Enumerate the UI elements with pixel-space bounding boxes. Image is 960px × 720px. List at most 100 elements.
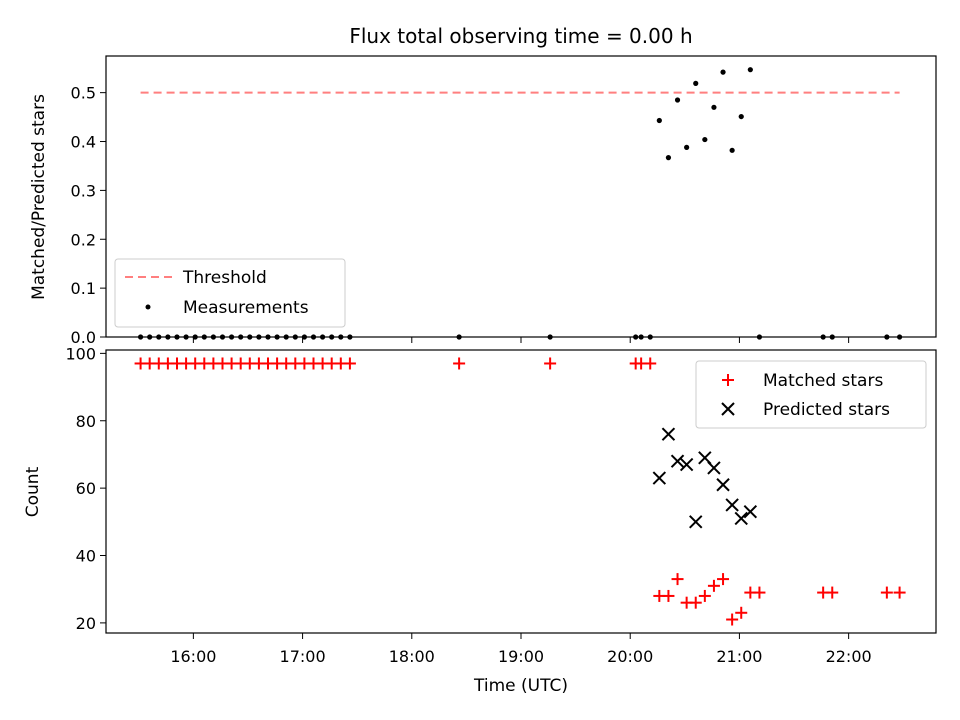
top-y-tick-label: 0.1 [71, 279, 96, 298]
measurement-point [884, 334, 890, 340]
measurement-point [283, 334, 289, 340]
measurement-point [702, 136, 708, 143]
measurement-point [720, 69, 726, 75]
bottom-legend: Matched stars Predicted stars [695, 360, 927, 429]
measurement-point [265, 334, 271, 340]
matched-stars-point [644, 357, 657, 370]
measurement-point [820, 334, 826, 340]
bottom-y-axis-label: Count [23, 466, 43, 517]
x-tick-label: 21:00 [716, 647, 762, 666]
matched-stars-point [698, 589, 711, 602]
measurement-point [665, 155, 672, 161]
predicted-stars-point [716, 478, 730, 492]
measurement-point [228, 334, 235, 340]
measurement-point [165, 334, 171, 340]
measurement-point [693, 80, 699, 86]
measurement-point [756, 334, 763, 340]
predicted-stars-point [707, 461, 721, 475]
measurement-point [547, 334, 553, 340]
measurement-point [347, 334, 353, 340]
top-y-tick-label: 0.2 [71, 230, 96, 249]
measurement-point [829, 334, 835, 340]
predicted-stars-point [661, 427, 676, 441]
top-legend-frame [114, 258, 346, 328]
measurement-point [292, 334, 298, 340]
matched-stars-point [707, 579, 720, 592]
top-y-tick-label: 0.3 [71, 181, 96, 200]
matched-stars-point [717, 573, 730, 586]
predicted-stars-point [734, 511, 748, 526]
x-tick-label: 22:00 [826, 647, 872, 666]
measurement-point [310, 334, 317, 340]
measurement-point [320, 334, 326, 340]
predicted-stars-point [679, 457, 694, 472]
matched-legend-label: Matched stars [763, 371, 883, 391]
bottom-y-tick-label: 80 [76, 412, 96, 431]
measurement-point [210, 334, 216, 340]
measurement-point [456, 334, 462, 340]
measurement-point [192, 334, 198, 340]
top-y-tick-label: 0.0 [71, 328, 96, 347]
measurement-point [183, 334, 189, 340]
predicted-stars-point [743, 505, 758, 519]
predicted-stars-point [725, 498, 739, 512]
matched-stars-point [453, 357, 466, 370]
measurement-point [638, 334, 644, 340]
measurement-point [674, 97, 681, 103]
chart-title: Flux total observing time = 0.00 h [349, 24, 692, 48]
matched-stars-point [826, 586, 839, 599]
measurement-point [174, 334, 180, 340]
measurement-point [647, 334, 653, 340]
predicted-stars-point [689, 515, 703, 529]
bottom-legend-frame [695, 360, 927, 429]
x-tick-label: 18:00 [389, 647, 435, 666]
x-tick-label: 17:00 [280, 647, 326, 666]
measurement-point [747, 67, 753, 73]
measurement-point [301, 334, 307, 340]
predicted-legend-marker [721, 402, 735, 416]
top-panel: 0.0 0.1 0.2 0.3 0.4 0.5 Matched/Predicted sta… [29, 55, 937, 347]
predicted-stars-point [670, 454, 685, 468]
predicted-stars-point [652, 471, 667, 485]
matched-stars-point [662, 589, 675, 602]
bottom-y-tick-label: 20 [76, 614, 96, 633]
x-tick-label: 19:00 [498, 647, 544, 666]
bottom-panel: 20 40 60 80 100 16:00 17:00 18:00 19:00 20:00 21:… [23, 344, 937, 696]
x-tick-label: 20:00 [607, 647, 653, 666]
x-tick-label: 16:00 [170, 647, 216, 666]
measurement-point [729, 147, 735, 153]
top-legend: Threshold Measurements [114, 258, 346, 328]
measurement-point [137, 334, 144, 340]
measurement-point [238, 334, 244, 340]
measurement-point [147, 334, 153, 340]
measurement-point [201, 334, 207, 340]
matched-stars-point [880, 586, 893, 599]
measurement-point [274, 334, 280, 340]
top-y-axis-label: Matched/Predicted stars [29, 94, 49, 300]
x-axis-label: Time (UTC) [473, 676, 568, 696]
measurement-point [633, 334, 639, 340]
predicted-legend-label: Predicted stars [763, 400, 890, 420]
matched-stars-point [671, 573, 684, 586]
measurement-point [156, 334, 162, 340]
matched-stars-point [753, 586, 766, 599]
matched-stars-point [893, 586, 906, 599]
measurement-point [684, 144, 690, 150]
measurement-point [219, 334, 226, 340]
measurement-point [338, 334, 344, 340]
matched-stars-point [735, 606, 748, 619]
threshold-legend-label: Threshold [182, 268, 267, 288]
measurement-point [711, 104, 717, 110]
matched-stars-point [689, 596, 702, 609]
bottom-y-tick-label: 60 [76, 479, 96, 498]
measurement-point [247, 334, 253, 340]
measurements-legend-marker [145, 304, 151, 310]
measurement-point [738, 113, 744, 120]
matched-stars-point [544, 357, 557, 370]
bottom-y-tick-label: 40 [76, 547, 96, 566]
top-y-tick-label: 0.5 [71, 84, 96, 103]
measurements-legend-label: Measurements [183, 298, 309, 318]
matched-legend-marker [722, 374, 734, 386]
bottom-y-tick-label: 100 [65, 344, 96, 363]
